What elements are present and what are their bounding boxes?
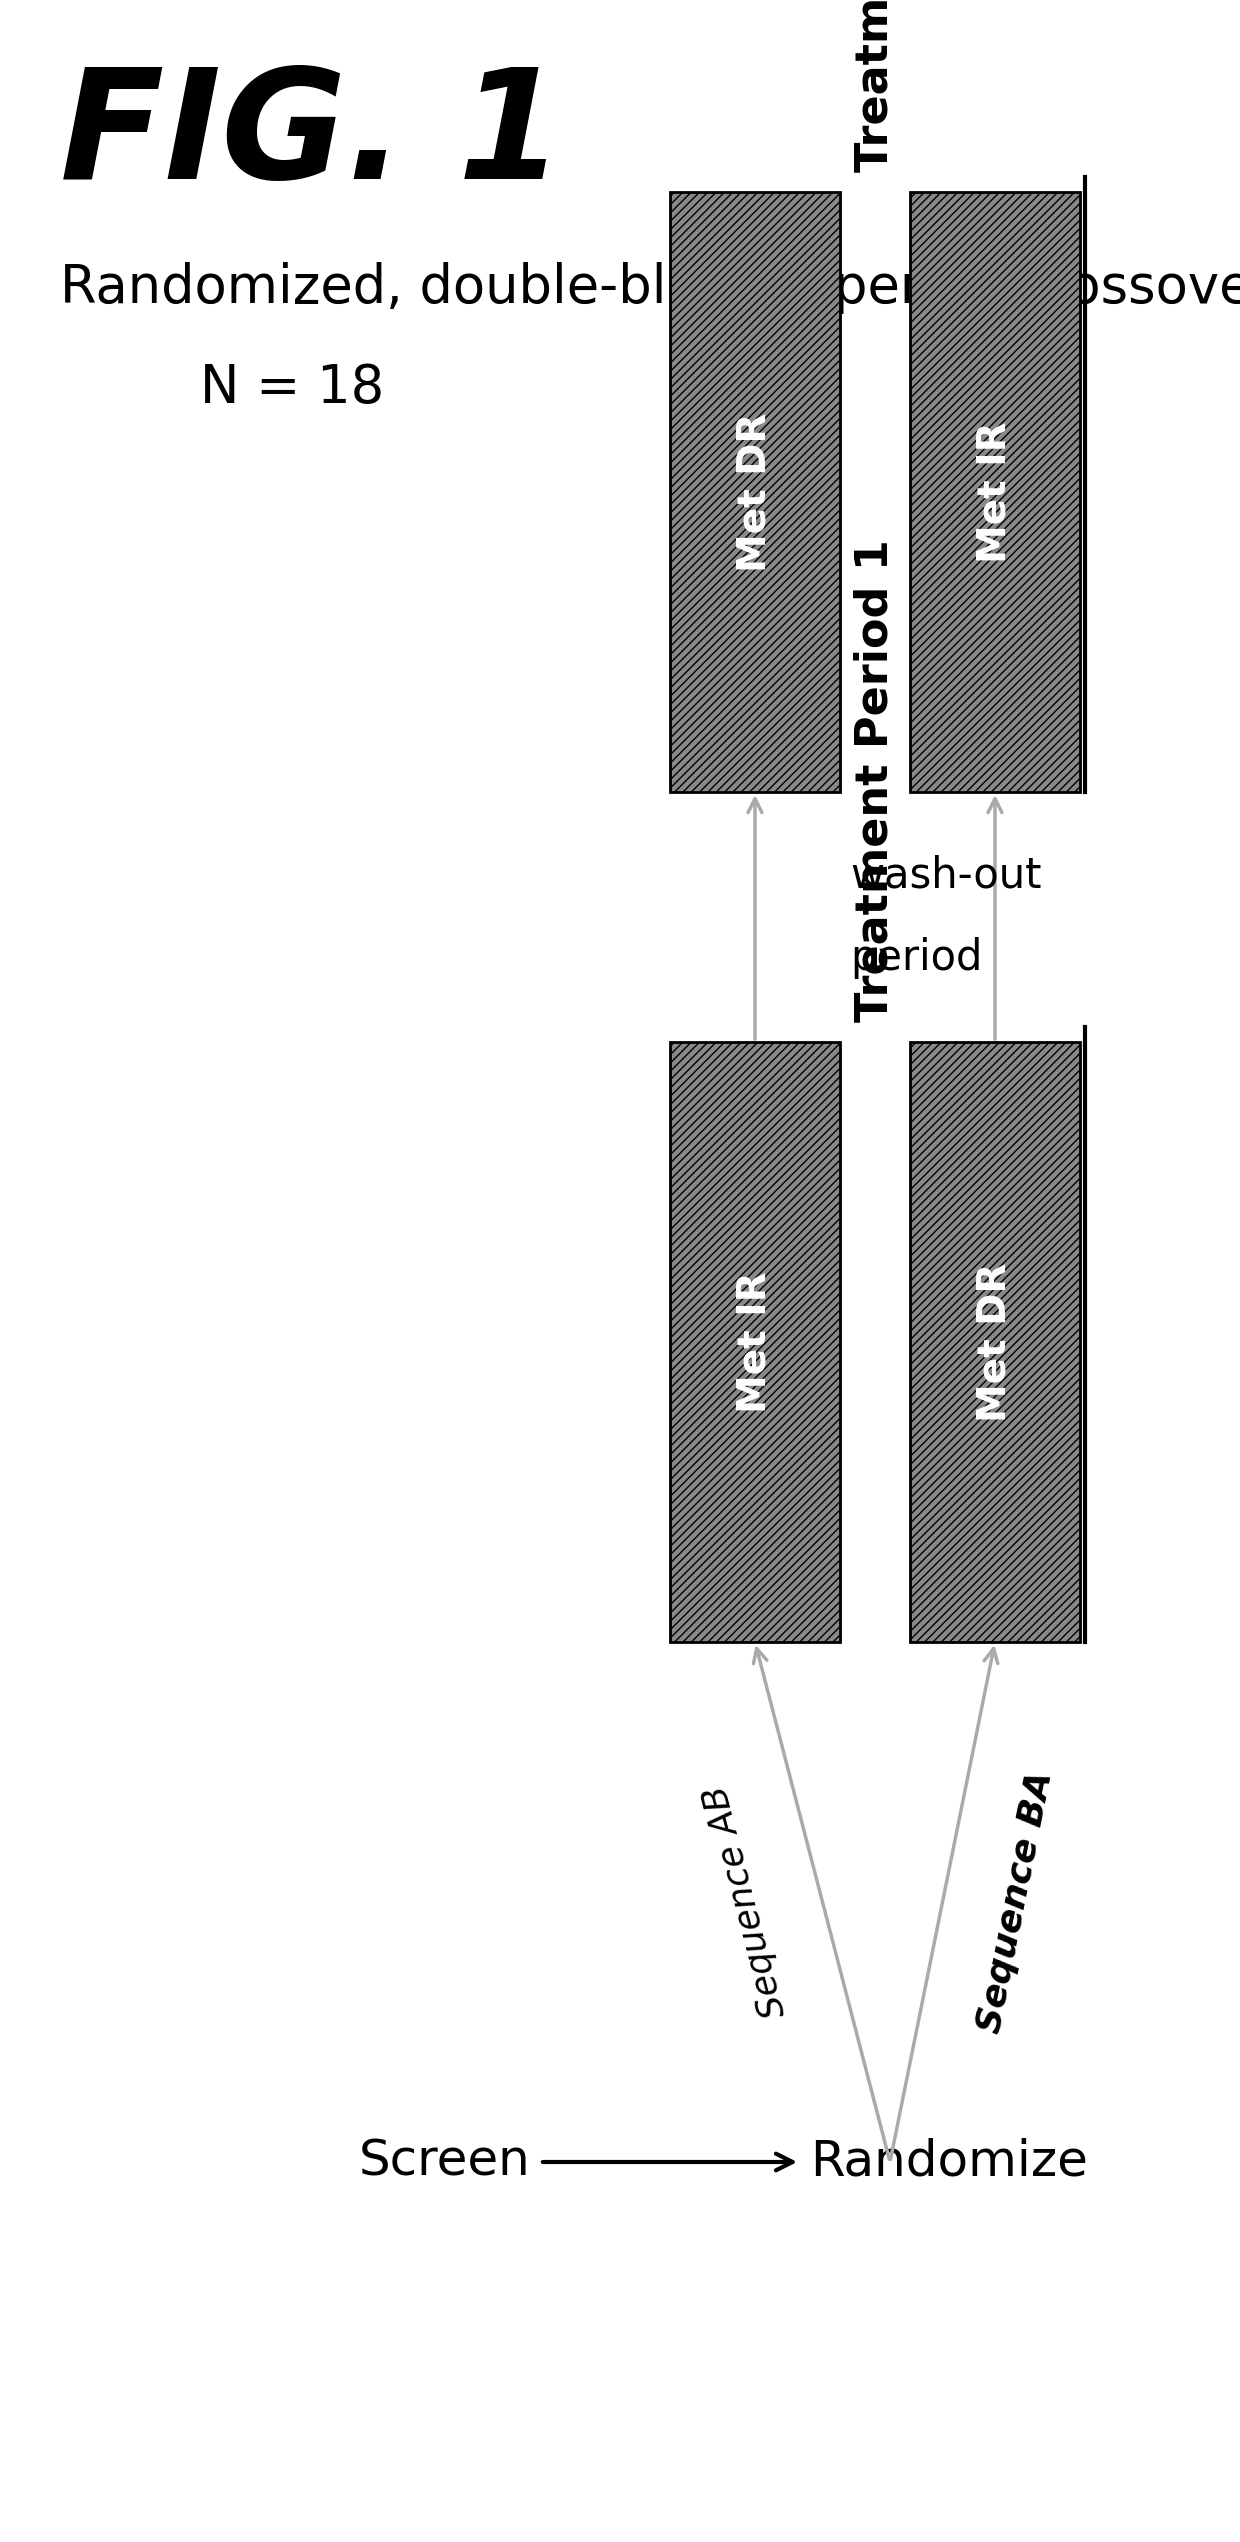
Text: Randomized, double-blind, 2-period crossover study: Randomized, double-blind, 2-period cross… (60, 262, 1240, 315)
Text: Treatment Period 2: Treatment Period 2 (853, 0, 897, 173)
Bar (670, 193, 839, 793)
Text: Met DR: Met DR (976, 1263, 1014, 1421)
Text: Sequence BA: Sequence BA (972, 1769, 1059, 2036)
Text: Treatment Period 1: Treatment Period 1 (853, 539, 897, 1022)
Text: Met IR: Met IR (737, 1271, 774, 1413)
Text: FIG. 1: FIG. 1 (60, 61, 564, 211)
Bar (670, 1042, 839, 1642)
Text: wash-out: wash-out (849, 854, 1042, 897)
Text: period: period (849, 938, 982, 979)
Text: Met IR: Met IR (976, 422, 1014, 562)
Text: Screen: Screen (358, 2138, 529, 2186)
Text: Randomize: Randomize (810, 2138, 1087, 2186)
Text: N = 18: N = 18 (200, 361, 384, 414)
Bar (910, 1042, 1080, 1642)
Bar (910, 193, 1080, 793)
Text: Met DR: Met DR (737, 412, 774, 572)
Text: Sequence AB: Sequence AB (699, 1782, 792, 2021)
